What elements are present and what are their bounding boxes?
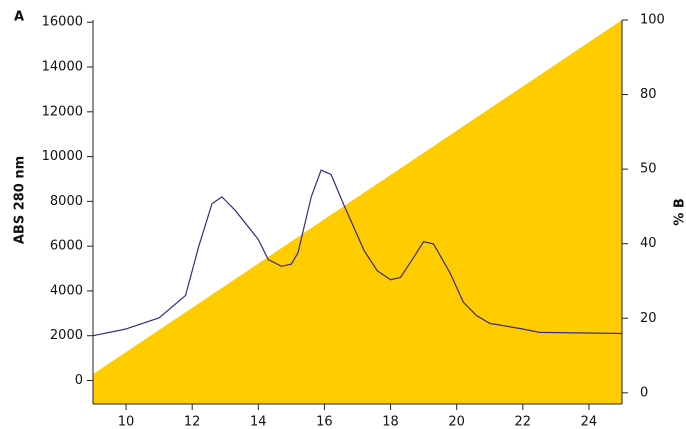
y-tick-label: 14000 (42, 60, 83, 75)
y2-tick-label: 100 (640, 13, 665, 28)
y-tick-label: 12000 (42, 104, 83, 119)
y-tick-label: 16000 (42, 15, 83, 30)
y-tick-label: 2000 (50, 328, 83, 343)
x-tick-label: 22 (515, 415, 532, 429)
x-tick-label: 18 (382, 415, 399, 429)
y2-tick-label: 40 (640, 236, 657, 251)
x-tick-label: 16 (316, 415, 333, 429)
y2-axis-label: % B (673, 198, 686, 225)
y2-tick-label: 20 (640, 311, 657, 326)
y2-tick-label: 0 (640, 385, 648, 400)
x-tick-label: 24 (581, 415, 598, 429)
y2-tick-label: 50 (640, 162, 657, 177)
y-tick-label: 6000 (50, 239, 83, 254)
panel-label: A (14, 10, 24, 25)
gradient-area (93, 20, 622, 404)
absorbance-line (92, 169, 623, 337)
y2-tick-label: 80 (640, 87, 657, 102)
x-tick-label: 20 (448, 415, 465, 429)
x-tick-label: 14 (250, 415, 267, 429)
y-axis-label: ABS 280 nm (13, 156, 28, 244)
x-tick-label: 10 (118, 415, 135, 429)
y-tick-label: 8000 (50, 194, 83, 209)
x-tick-label: 12 (184, 415, 201, 429)
y-tick-label: 4000 (50, 283, 83, 298)
y-tick-label: 10000 (42, 149, 83, 164)
y-tick-label: 0 (75, 373, 83, 388)
